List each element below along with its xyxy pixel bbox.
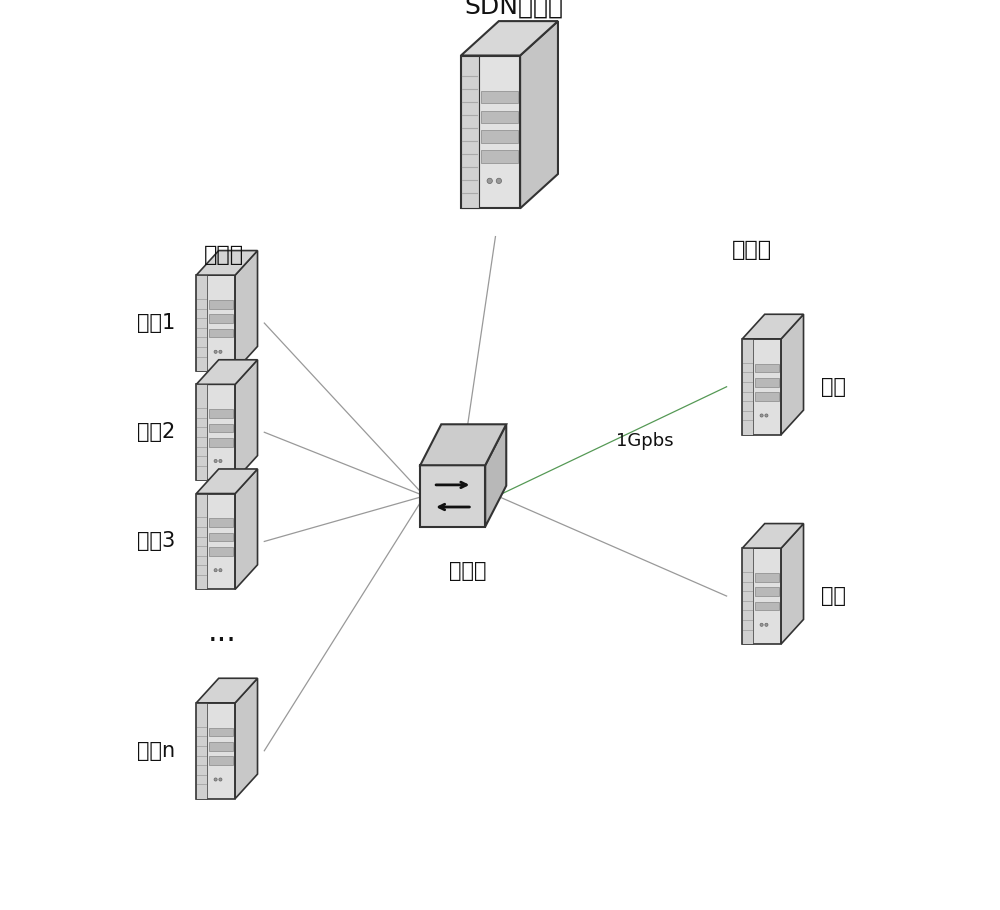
Polygon shape: [755, 588, 779, 596]
Polygon shape: [485, 424, 506, 527]
Polygon shape: [742, 314, 804, 339]
Polygon shape: [742, 548, 781, 644]
Polygon shape: [196, 275, 235, 371]
Text: 主机1: 主机1: [137, 313, 175, 333]
Polygon shape: [209, 438, 233, 447]
Text: 主机: 主机: [821, 377, 846, 397]
Circle shape: [214, 778, 217, 781]
Polygon shape: [209, 519, 233, 527]
Polygon shape: [196, 250, 258, 275]
Text: 主机2: 主机2: [137, 422, 175, 442]
Polygon shape: [196, 469, 258, 493]
Circle shape: [214, 350, 217, 353]
Polygon shape: [196, 493, 207, 590]
Circle shape: [765, 414, 768, 417]
Polygon shape: [420, 465, 485, 527]
Polygon shape: [481, 110, 518, 123]
Polygon shape: [196, 703, 207, 799]
Polygon shape: [755, 602, 779, 611]
Text: 主机n: 主机n: [137, 741, 175, 761]
Polygon shape: [209, 424, 233, 432]
Polygon shape: [196, 493, 235, 590]
Polygon shape: [196, 384, 235, 480]
Polygon shape: [196, 384, 207, 480]
Polygon shape: [520, 21, 558, 208]
Text: 主机: 主机: [821, 586, 846, 606]
Polygon shape: [755, 364, 779, 372]
Polygon shape: [781, 314, 804, 435]
Circle shape: [219, 778, 222, 781]
Polygon shape: [196, 359, 258, 384]
Polygon shape: [209, 410, 233, 418]
Polygon shape: [235, 469, 258, 590]
Polygon shape: [209, 533, 233, 541]
Circle shape: [496, 178, 502, 184]
Circle shape: [760, 623, 763, 626]
Text: ···: ···: [208, 627, 237, 656]
Circle shape: [219, 350, 222, 353]
Polygon shape: [209, 315, 233, 323]
Circle shape: [765, 623, 768, 626]
Circle shape: [487, 178, 492, 184]
Text: 交换机: 交换机: [449, 561, 487, 581]
Polygon shape: [235, 250, 258, 371]
Polygon shape: [781, 523, 804, 644]
Polygon shape: [209, 329, 233, 338]
Polygon shape: [481, 130, 518, 143]
Polygon shape: [209, 743, 233, 751]
Polygon shape: [196, 703, 235, 799]
Circle shape: [214, 460, 217, 462]
Polygon shape: [235, 678, 258, 799]
Circle shape: [219, 460, 222, 462]
Polygon shape: [461, 56, 520, 208]
Polygon shape: [742, 548, 753, 644]
Polygon shape: [742, 339, 781, 435]
Polygon shape: [209, 756, 233, 765]
Polygon shape: [742, 523, 804, 548]
Text: 接收端: 接收端: [732, 240, 772, 260]
Text: SDN控制器: SDN控制器: [464, 0, 563, 18]
Text: 1Gpbs: 1Gpbs: [616, 432, 674, 450]
Polygon shape: [461, 56, 479, 208]
Polygon shape: [481, 150, 518, 163]
Text: 发送端: 发送端: [204, 245, 244, 265]
Polygon shape: [209, 300, 233, 308]
Polygon shape: [235, 359, 258, 480]
Circle shape: [214, 569, 217, 571]
Polygon shape: [755, 379, 779, 387]
Polygon shape: [196, 678, 258, 703]
Polygon shape: [755, 392, 779, 401]
Polygon shape: [420, 424, 506, 465]
Polygon shape: [742, 339, 753, 435]
Polygon shape: [481, 91, 518, 103]
Polygon shape: [461, 21, 558, 56]
Polygon shape: [755, 573, 779, 581]
Circle shape: [219, 569, 222, 571]
Polygon shape: [196, 275, 207, 371]
Circle shape: [760, 414, 763, 417]
Polygon shape: [209, 547, 233, 556]
Polygon shape: [209, 728, 233, 736]
Text: 主机3: 主机3: [137, 531, 175, 551]
